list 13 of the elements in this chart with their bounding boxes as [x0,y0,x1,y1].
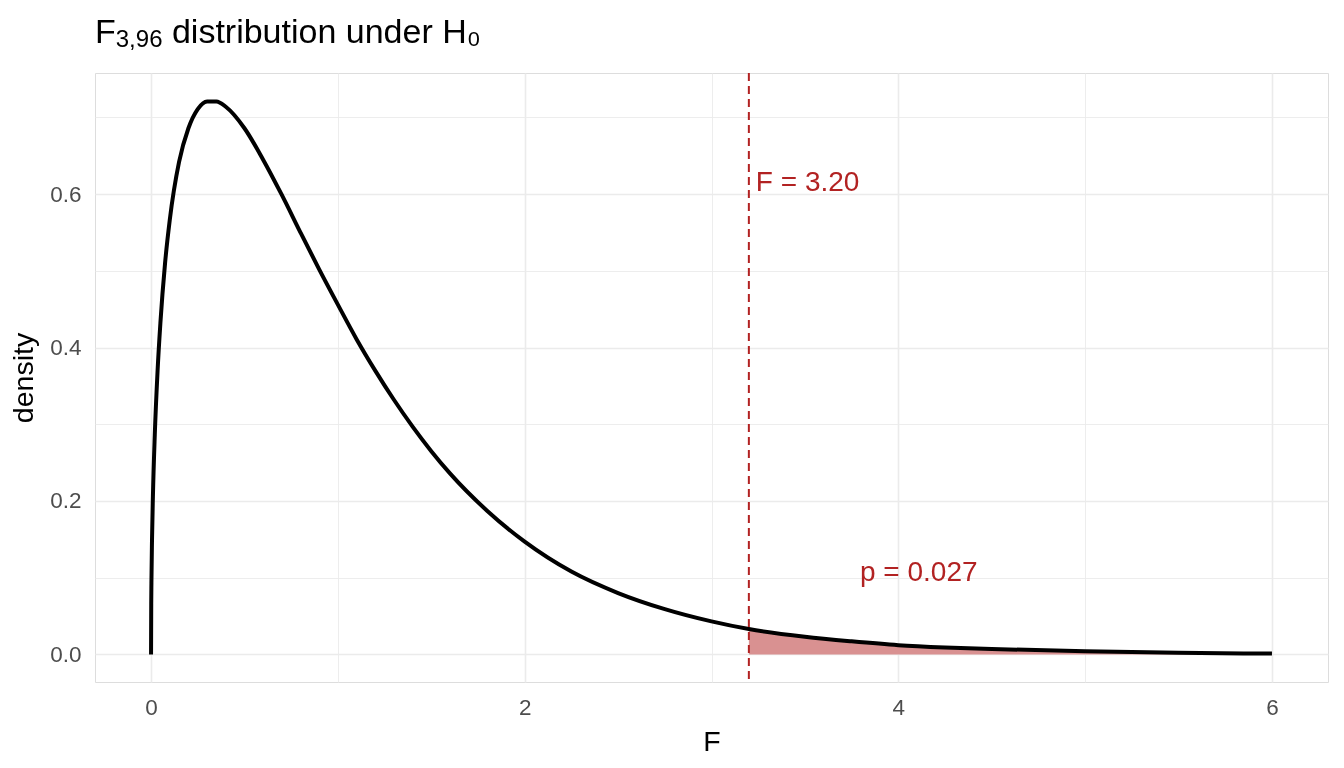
x-tick-label: 4 [892,694,906,720]
y-tick-label: 0.6 [50,181,82,207]
line-series [149,99,1274,657]
x-axis-title: F [703,725,721,757]
y-tick-label: 0.2 [50,488,82,514]
y-tick-label: 0.0 [50,641,82,667]
annotation: p = 0.027 [860,556,978,587]
y-tick-label: 0.4 [50,335,82,361]
ref-line-label: F = 3.20 [755,166,860,197]
x-tick-label: 6 [1266,694,1279,720]
y-axis-title: density [7,332,40,424]
x-tick-label: 0 [145,694,158,720]
x-tick-label: 2 [518,694,532,720]
